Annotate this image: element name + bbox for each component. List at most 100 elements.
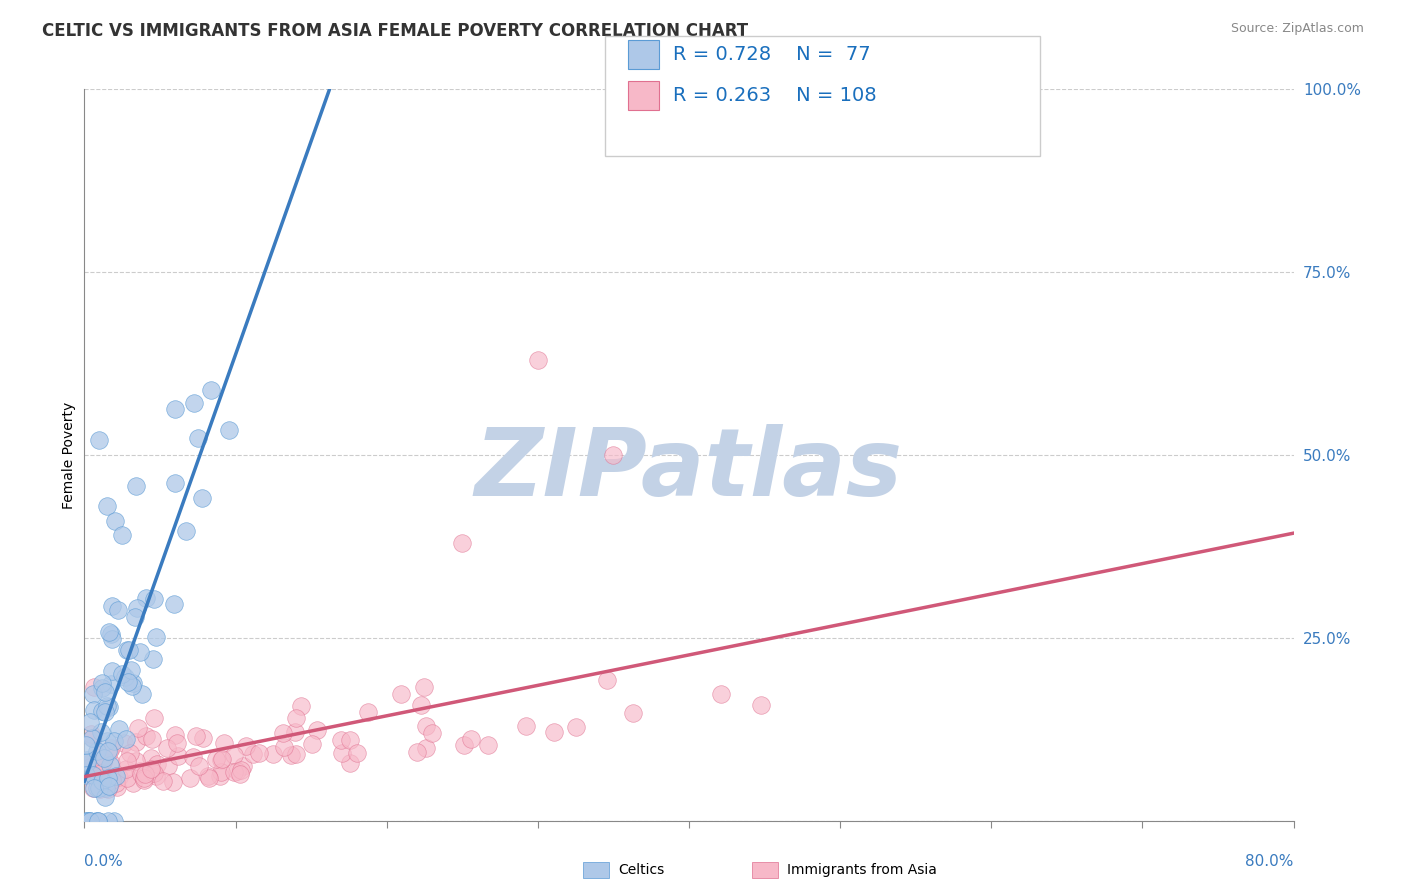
Point (108, 770, 131, 784)
Point (163, 401, 186, 416)
Point (91, 755, 114, 769)
Point (107, 603, 129, 617)
Point (91, 681, 114, 695)
Point (100, 627, 122, 641)
Point (122, 776, 145, 790)
Point (145, 630, 167, 644)
Point (200, 384, 222, 398)
Point (412, 680, 434, 694)
Point (749, 698, 772, 712)
Point (174, 524, 197, 538)
Point (280, 747, 302, 762)
Point (131, 687, 153, 701)
Point (79, 814, 101, 828)
Point (118, 746, 141, 760)
Point (129, 764, 152, 778)
Point (114, 669, 136, 683)
Point (90, 704, 112, 718)
Point (87, 781, 110, 796)
Point (235, 739, 257, 753)
Point (75, 739, 97, 753)
Text: CELTIC VS IMMIGRANTS FROM ASIA FEMALE POVERTY CORRELATION CHART: CELTIC VS IMMIGRANTS FROM ASIA FEMALE PO… (42, 22, 748, 40)
Point (163, 598, 186, 612)
Point (242, 747, 264, 761)
Point (163, 727, 186, 741)
Point (90, 774, 112, 789)
Point (187, 431, 209, 445)
Point (209, 769, 232, 783)
Point (103, 734, 125, 748)
Point (124, 735, 146, 749)
Point (602, 448, 624, 462)
Point (103, 814, 125, 828)
Point (105, 769, 128, 783)
Point (420, 726, 443, 740)
Point (97, 744, 120, 758)
Point (90, 759, 112, 773)
Point (105, 780, 128, 795)
Point (97, 745, 120, 759)
Point (143, 710, 166, 724)
Point (135, 729, 157, 743)
Point (83, 768, 105, 782)
Point (104, 514, 127, 528)
Point (97, 781, 120, 796)
Point (262, 747, 284, 761)
Point (134, 772, 156, 787)
Point (82, 731, 104, 745)
Point (115, 754, 138, 768)
Point (86, 780, 108, 795)
Point (97, 699, 120, 714)
Point (191, 491, 214, 506)
Point (115, 771, 138, 785)
Point (284, 725, 307, 739)
Point (101, 599, 124, 613)
Point (305, 723, 328, 738)
Point (89, 782, 111, 797)
Point (125, 601, 148, 615)
Point (198, 771, 221, 785)
Point (111, 666, 134, 681)
Point (152, 774, 174, 789)
Point (80, 727, 103, 741)
Point (87, 814, 110, 828)
Point (76, 754, 98, 768)
Point (84, 814, 107, 828)
Point (389, 687, 412, 701)
Point (142, 651, 165, 665)
Point (96, 734, 118, 748)
Point (117, 674, 139, 689)
Point (211, 752, 233, 766)
Point (135, 591, 157, 605)
Point (565, 720, 588, 734)
Point (209, 765, 232, 780)
Point (96, 780, 118, 795)
Point (411, 698, 433, 712)
Text: R = 0.263    N = 108: R = 0.263 N = 108 (673, 86, 877, 105)
Point (224, 764, 246, 779)
Point (90, 725, 112, 739)
Point (87, 771, 110, 785)
Point (97, 814, 120, 828)
Point (87, 747, 110, 762)
Point (231, 763, 253, 777)
Point (122, 676, 145, 690)
Point (339, 756, 361, 770)
Point (129, 767, 152, 781)
Point (125, 754, 148, 768)
Point (183, 396, 205, 410)
Point (87, 814, 110, 828)
Point (101, 632, 124, 646)
Point (93, 684, 115, 698)
Point (543, 725, 565, 739)
Point (181, 750, 204, 764)
Point (218, 423, 240, 437)
Point (75, 814, 97, 828)
Point (104, 775, 127, 789)
Point (247, 746, 270, 760)
Point (108, 722, 131, 736)
Point (209, 753, 232, 767)
Point (527, 352, 550, 367)
Point (415, 719, 437, 733)
Text: 80.0%: 80.0% (1246, 854, 1294, 869)
